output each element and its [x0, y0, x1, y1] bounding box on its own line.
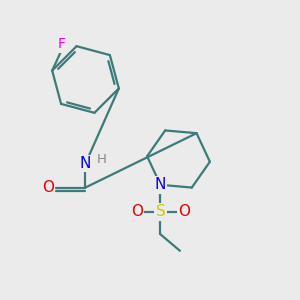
- Text: O: O: [131, 204, 143, 219]
- Text: N: N: [80, 156, 91, 171]
- Text: O: O: [42, 180, 54, 195]
- Text: N: N: [155, 177, 166, 192]
- Text: O: O: [178, 204, 190, 219]
- Text: H: H: [97, 153, 107, 167]
- Text: S: S: [156, 204, 165, 219]
- Text: F: F: [57, 38, 65, 52]
